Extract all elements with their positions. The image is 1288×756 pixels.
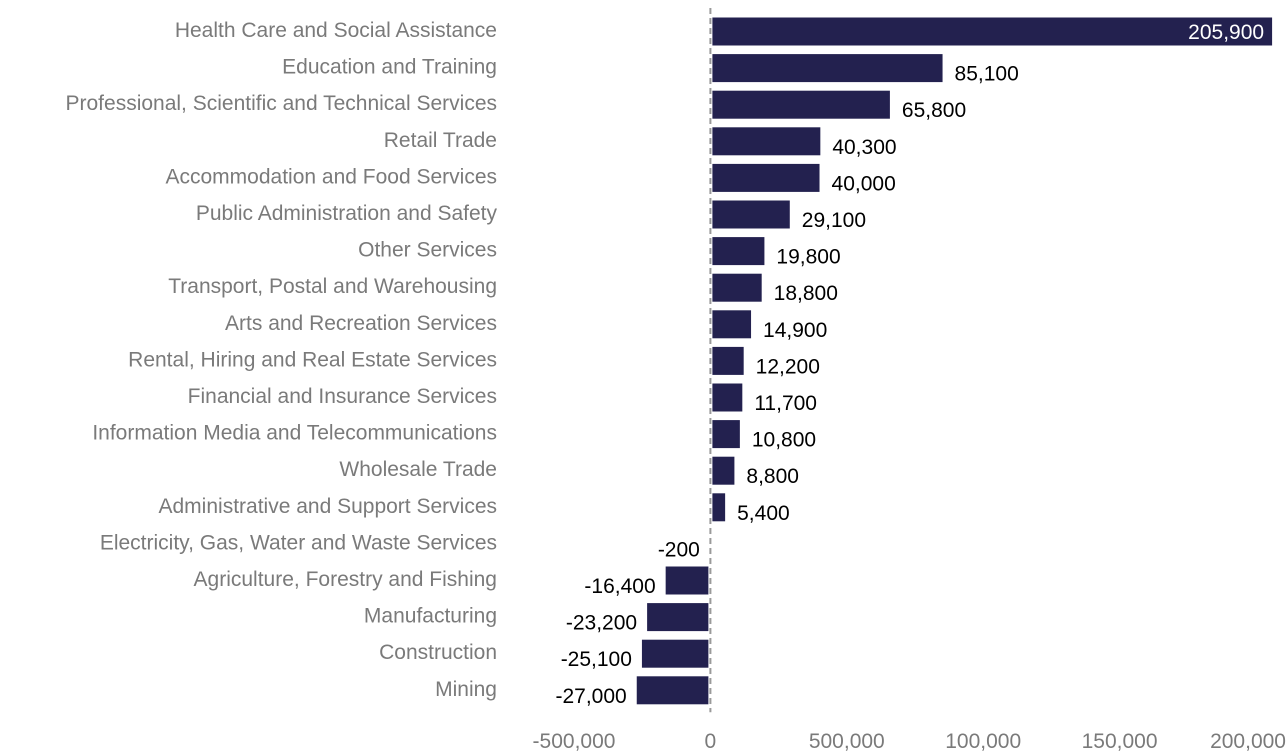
- bar: [712, 17, 1273, 46]
- category-label: Information Media and Telecommunications: [92, 422, 497, 445]
- x-tick-label: 500,000: [809, 730, 885, 751]
- category-label: Health Care and Social Assistance: [175, 19, 497, 42]
- bar: [647, 603, 709, 632]
- category-label: Professional, Scientific and Technical S…: [66, 92, 498, 115]
- category-label: Construction: [379, 641, 497, 664]
- category-label: Wholesale Trade: [339, 458, 497, 481]
- bar: [712, 200, 790, 229]
- category-label: Education and Training: [282, 56, 497, 79]
- bar: [712, 456, 735, 485]
- x-axis-tick-labels: -500,000 0 500,000 100,000 150,000 200,000: [533, 730, 1286, 753]
- bar: [712, 346, 744, 375]
- value-label: 65,800: [902, 99, 966, 122]
- value-label: 14,900: [763, 319, 827, 342]
- value-label: 10,800: [752, 429, 816, 452]
- value-label: -27,000: [556, 685, 627, 708]
- bar: [712, 163, 820, 192]
- category-label: Rental, Hiring and Real Estate Services: [128, 348, 497, 371]
- bar: [712, 493, 726, 522]
- bar: [712, 383, 743, 412]
- bar: [712, 420, 740, 449]
- category-label: Agriculture, Forestry and Fishing: [194, 568, 497, 591]
- value-label: 19,800: [776, 246, 840, 269]
- value-label: 12,200: [756, 355, 820, 378]
- bar: [712, 127, 821, 156]
- bar: [712, 90, 890, 119]
- value-label: -25,100: [561, 648, 632, 671]
- bar: [665, 566, 709, 595]
- value-label: 18,800: [774, 282, 838, 305]
- category-label: Electricity, Gas, Water and Waste Servic…: [100, 531, 497, 554]
- category-label: Public Administration and Safety: [196, 202, 498, 225]
- category-label: Accommodation and Food Services: [166, 165, 498, 188]
- value-label: -200: [658, 538, 700, 561]
- x-tick-label: 200,000: [1210, 730, 1286, 751]
- category-label: Transport, Postal and Warehousing: [168, 275, 497, 298]
- bar: [712, 273, 762, 302]
- category-label: Administrative and Support Services: [159, 495, 498, 518]
- value-label: 40,000: [832, 172, 896, 195]
- value-label: 11,700: [754, 392, 817, 415]
- bars-layer: [636, 17, 1273, 705]
- category-label: Manufacturing: [364, 605, 497, 628]
- category-label: Retail Trade: [384, 129, 497, 152]
- x-tick-label: 0: [705, 730, 717, 751]
- bar: [712, 237, 765, 266]
- category-labels: Health Care and Social Assistance Educati…: [66, 19, 498, 701]
- value-label: 29,100: [802, 209, 866, 232]
- category-label: Financial and Insurance Services: [188, 385, 497, 408]
- value-label: -23,200: [566, 612, 637, 635]
- bar: [712, 54, 943, 83]
- x-tick-label: 150,000: [1082, 730, 1158, 751]
- category-label: Other Services: [358, 239, 497, 262]
- value-label: 5,400: [737, 502, 790, 525]
- bar: [641, 639, 709, 668]
- bar: [712, 310, 752, 339]
- x-tick-label: -500,000: [533, 730, 616, 751]
- value-labels: 205,900 85,100 65,800 40,300 40,000 29,100 19,…: [556, 21, 1265, 708]
- bar: [636, 676, 709, 705]
- value-label: 40,300: [832, 136, 896, 159]
- value-label: -16,400: [584, 575, 655, 598]
- category-label: Arts and Recreation Services: [225, 312, 497, 335]
- value-label: 205,900: [1188, 21, 1264, 44]
- category-label: Mining: [435, 678, 497, 701]
- value-label: 85,100: [955, 63, 1019, 86]
- value-label: 8,800: [746, 465, 799, 488]
- x-tick-label: 100,000: [945, 730, 1021, 751]
